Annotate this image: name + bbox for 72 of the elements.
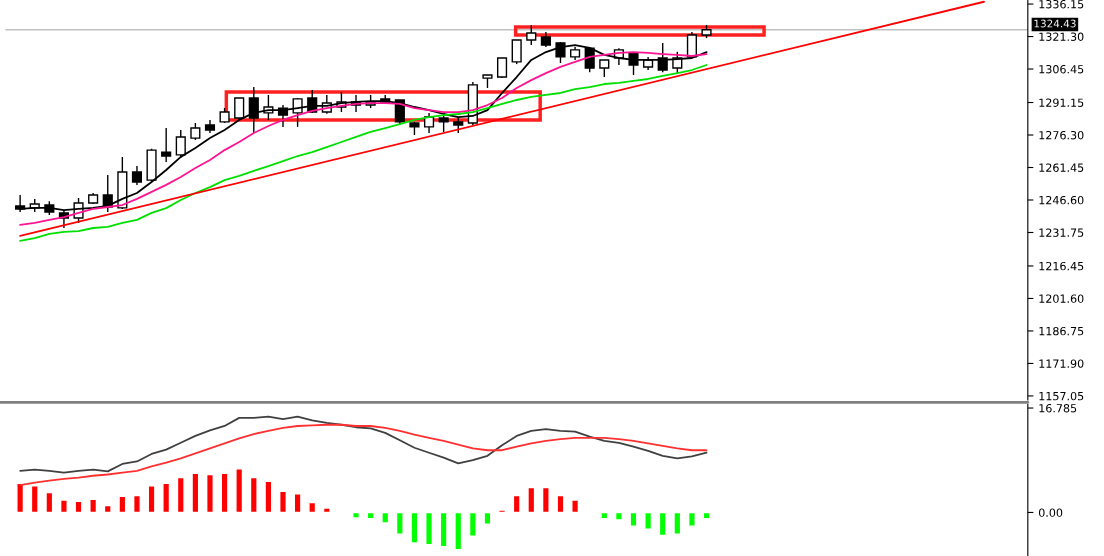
candlestick [248,86,259,134]
y-tick-label: 1246.60 [1039,195,1084,205]
bar [293,493,302,514]
line-series [19,415,708,474]
bar [279,490,287,514]
bar [673,511,682,535]
bar [687,511,696,527]
bar [483,511,492,525]
bar [352,511,361,519]
bar [103,504,112,514]
candlestick [511,39,522,65]
bar [74,500,83,514]
bar [541,486,550,514]
bar [454,511,463,551]
bar [45,491,54,514]
y-tick-label: 1336.15 [1039,0,1084,9]
line-series [19,423,708,486]
bar [235,468,244,514]
y-tick-label: 1291.15 [1039,98,1084,107]
bar [118,495,127,514]
bar [614,511,623,521]
bar [658,511,667,537]
bar [191,472,200,514]
bar [147,485,156,514]
bar [308,501,317,514]
bar [702,511,711,520]
bar [571,499,580,514]
bar [220,472,229,514]
bar [59,499,68,514]
y-tick-label: 1276.30 [1039,130,1084,140]
candlestick [161,127,172,163]
y-tick-label: 1306.45 [1039,65,1084,74]
y-tick-label: 0.00 [1038,508,1063,517]
bar [644,511,653,530]
candlestick [131,165,143,186]
bar [89,498,98,514]
y-tick-label: 1261.45 [1039,163,1084,172]
bar [395,511,404,535]
bar [162,482,171,514]
y-tick-label: 1321.30 [1039,32,1084,41]
bar [527,486,536,514]
line-series [19,64,708,242]
candlestick [175,129,186,159]
bar [132,494,141,514]
ref-line-label: 1324.43 [1034,19,1076,28]
bar [468,511,477,537]
bar [264,480,273,514]
bar [249,476,258,514]
candlestick [423,112,435,134]
bar [16,482,25,514]
candlestick [234,97,245,121]
bar [512,494,521,514]
bar [205,473,214,514]
y-tick-label: 16.785 [1039,404,1077,413]
candlestick [292,97,303,128]
bar [600,511,609,520]
y-tick-label: 1216.45 [1039,261,1084,271]
y-tick-label: 1157.05 [1039,391,1084,401]
bar [498,509,507,514]
bar [410,511,419,544]
bar [30,485,39,514]
bar [439,511,448,548]
bar [381,511,390,524]
y-tick-label: 1231.75 [1039,228,1084,237]
bar [322,507,331,514]
bar [366,511,375,520]
bar [425,511,434,546]
y-tick-label: 1201.60 [1039,294,1084,303]
candlestick [526,24,537,46]
y-tick-label: 1186.75 [1039,326,1084,336]
y-tick-label: 1171.90 [1039,359,1084,368]
bar [176,476,185,514]
